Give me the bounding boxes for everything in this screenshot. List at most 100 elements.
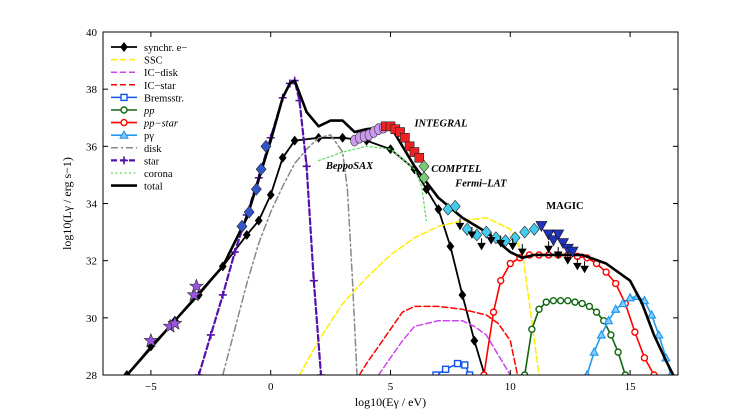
- series-marker-star: [230, 248, 239, 257]
- series-marker-pp-star: [506, 259, 514, 268]
- series-marker-pp: [528, 325, 536, 333]
- legend-marker-synchr-e: [120, 42, 128, 52]
- series-marker-bremsstr: [465, 371, 474, 375]
- datapoint-fermi-lat-upper-limits: [508, 238, 518, 251]
- y-tick-label: 34: [86, 199, 98, 211]
- legend-label-disk: disk: [144, 144, 162, 155]
- x-tick-label: 15: [625, 381, 637, 393]
- datapoint-magic: [566, 246, 579, 258]
- datapoint-magic-upper-limits: [580, 261, 589, 274]
- series-marker-bremsstr: [441, 365, 450, 373]
- datapoint-magic-upper-limits: [553, 246, 563, 259]
- series-line-star: [197, 79, 323, 375]
- legend-label-star: star: [144, 156, 160, 167]
- series-marker-p: [625, 292, 635, 302]
- legend-marker-pp-star: [120, 118, 128, 127]
- x-axis-label: log10(Eγ / eV): [355, 395, 426, 409]
- datapoint-optical-uv: [250, 182, 262, 196]
- legend-label-ic-disk: IC−disk: [144, 68, 179, 79]
- legend-label-pp-star: pp−star: [143, 119, 179, 130]
- series-marker-pp: [607, 331, 615, 339]
- series-marker-synchr-e: [278, 152, 287, 163]
- series-marker-pp: [621, 371, 629, 375]
- series-marker-p: [646, 309, 657, 319]
- legend-label-ssc: SSC: [144, 56, 163, 67]
- datapoint-fermi-lat: [500, 234, 511, 248]
- datapoint-radio: [143, 332, 159, 348]
- x-tick-label: 5: [388, 381, 394, 393]
- datapoint-fermi-lat: [449, 199, 461, 213]
- x-tick-label: 10: [505, 381, 517, 393]
- series-marker-synchr-e: [446, 241, 455, 252]
- series-marker-pp: [556, 296, 565, 305]
- datapoint-fermi-lat-upper-limits: [477, 238, 486, 251]
- legend-label-total: total: [144, 182, 163, 193]
- series-marker-synchr-e: [254, 215, 263, 226]
- legend-label-corona: corona: [144, 169, 173, 180]
- datapoint-fermi-lat: [528, 222, 540, 236]
- series-marker-pp: [585, 302, 594, 311]
- datapoint-fermi-lat: [519, 225, 531, 239]
- series-marker-star: [194, 371, 203, 375]
- datapoint-magic-upper-limits: [563, 252, 573, 265]
- series-marker-star: [302, 162, 311, 171]
- datapoint-fermi-lat-upper-limits: [517, 244, 527, 257]
- series-marker-bremsstr: [461, 361, 469, 369]
- series-marker-pp: [564, 296, 572, 305]
- y-tick-label: 30: [86, 313, 98, 325]
- series-marker-bremsstr: [453, 359, 462, 368]
- datapoint-fermi-lat-upper-limits: [486, 232, 496, 245]
- series-marker-pp: [520, 371, 529, 375]
- series-marker-pp: [571, 298, 579, 306]
- datapoint-optical-uv: [236, 219, 248, 233]
- series-line-total: [125, 79, 675, 375]
- legend-label-synchr-e: synchr. e−: [144, 43, 187, 54]
- y-tick-label: 32: [86, 256, 97, 268]
- series-line-ic-disk: [377, 319, 512, 375]
- series-marker-pp-star: [640, 354, 649, 362]
- series-marker-star: [317, 371, 326, 375]
- series-marker-star: [218, 290, 227, 299]
- series-marker-p: [654, 329, 664, 339]
- annotation-integral: INTEGRAL: [413, 118, 467, 129]
- legend-marker-p: [119, 129, 129, 139]
- series-marker-pp: [549, 296, 558, 305]
- series-marker-pp-star: [489, 308, 498, 316]
- datapoint-magic: [547, 235, 560, 247]
- legend-marker-pp: [120, 106, 128, 114]
- series-marker-pp-star: [480, 371, 488, 375]
- series-line-corona: [317, 145, 428, 222]
- series-marker-synchr-e: [242, 229, 251, 240]
- series-marker-pp: [542, 298, 550, 306]
- y-tick-label: 38: [86, 84, 98, 96]
- series-marker-pp: [614, 348, 622, 356]
- series-marker-synchr-e: [266, 189, 275, 200]
- datapoint-fermi-lat: [480, 225, 492, 239]
- series-marker-bremsstr: [432, 371, 440, 375]
- legend-label-p: pγ: [144, 131, 154, 142]
- datapoint-fermi-lat-upper-limits: [496, 235, 506, 248]
- series-marker-pp-star: [631, 328, 639, 336]
- series-marker-synchr-e: [290, 135, 299, 146]
- datapoint-optical-uv: [260, 139, 272, 153]
- series-marker-pp-star: [497, 276, 505, 285]
- datapoint-magic: [535, 221, 548, 232]
- axis-ticks: −5 0 5 10 15 28 30 32 34 36 38 40: [86, 27, 678, 393]
- series-marker-synchr-e: [434, 204, 443, 215]
- series-line-ic-star: [358, 305, 519, 375]
- annotation-bepposax: BeppoSAX: [325, 161, 374, 172]
- legend-label-pp: pp: [143, 106, 155, 117]
- series-marker-pp: [592, 308, 601, 316]
- datapoint-magic-upper-limits: [573, 258, 582, 271]
- series-marker-star: [309, 276, 318, 285]
- datapoint-fermi-lat: [461, 222, 473, 236]
- datapoint-magic: [556, 238, 570, 250]
- datapoint-integral: [400, 132, 410, 143]
- datapoint-fermi-lat-upper-limits: [455, 218, 465, 231]
- datapoint-optical-uv: [243, 205, 255, 219]
- datapoint-comptel: [418, 171, 430, 185]
- series-marker-synchr-e: [422, 184, 431, 195]
